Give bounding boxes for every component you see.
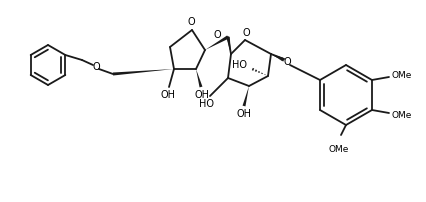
Text: OH: OH xyxy=(236,109,251,119)
Polygon shape xyxy=(205,36,229,50)
Polygon shape xyxy=(271,54,285,62)
Text: O: O xyxy=(92,62,100,72)
Text: OH: OH xyxy=(161,90,176,100)
Text: O: O xyxy=(283,57,291,67)
Text: HO: HO xyxy=(233,60,248,70)
Text: O: O xyxy=(242,28,250,38)
Text: OH: OH xyxy=(195,90,210,100)
Text: O: O xyxy=(214,29,222,40)
Text: O: O xyxy=(187,17,195,27)
Polygon shape xyxy=(113,69,174,76)
Text: OMe: OMe xyxy=(392,70,412,80)
Polygon shape xyxy=(242,86,249,106)
Text: OMe: OMe xyxy=(329,145,349,155)
Polygon shape xyxy=(196,69,202,87)
Text: HO: HO xyxy=(199,99,215,109)
Polygon shape xyxy=(226,37,231,54)
Text: OMe: OMe xyxy=(392,110,412,120)
